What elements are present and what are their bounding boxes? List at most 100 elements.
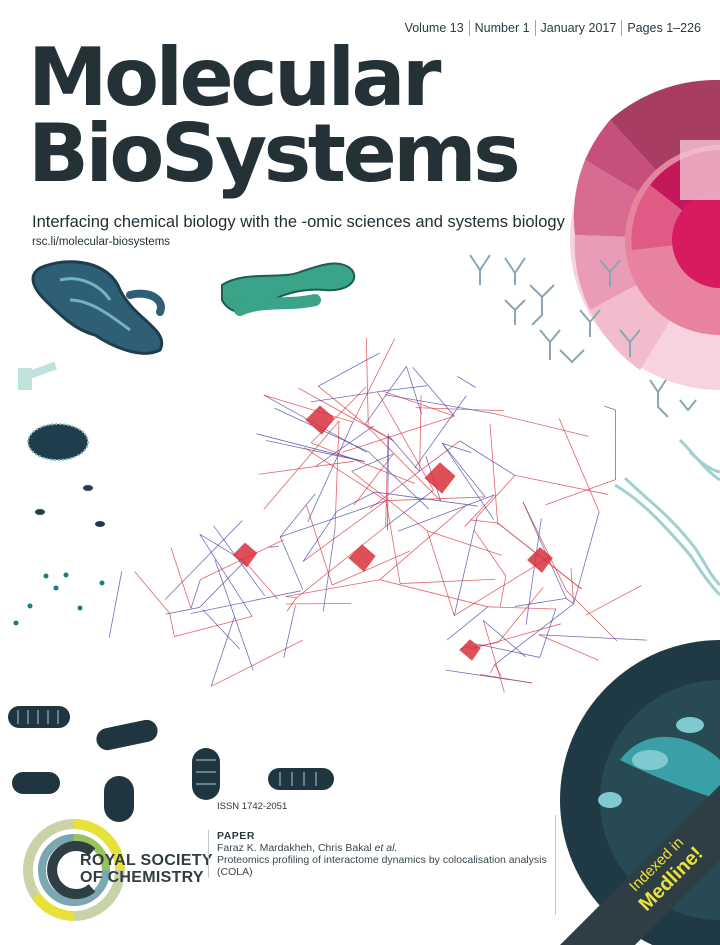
network-hub xyxy=(527,547,553,573)
network-edge xyxy=(604,405,616,411)
cytoskeleton-filaments xyxy=(469,254,697,418)
journal-tagline: Interfacing chemical biology with the -o… xyxy=(32,213,565,231)
network-edge xyxy=(379,505,466,581)
issue-number: Number 1 xyxy=(468,20,535,36)
network-edge xyxy=(387,435,389,531)
network-edge xyxy=(318,352,380,387)
network-edge xyxy=(545,479,616,506)
network-edge xyxy=(539,608,557,658)
network-edge xyxy=(108,571,123,638)
network-edge xyxy=(169,613,175,637)
network-edge xyxy=(538,634,600,661)
network-edge xyxy=(385,489,434,527)
network-edge xyxy=(406,366,423,415)
network-edge xyxy=(384,394,496,415)
network-hub xyxy=(424,462,456,494)
network-hub xyxy=(305,405,335,435)
network-edge xyxy=(427,530,502,556)
featured-paper: PAPER Faraz K. Mardakheh, Chris Bakal et… xyxy=(208,830,561,878)
network-edge xyxy=(475,643,541,658)
network-edge xyxy=(210,639,304,687)
network-edge xyxy=(489,423,499,525)
network-edge xyxy=(538,634,647,641)
network-edge xyxy=(365,366,407,425)
journal-title-line1: Molecular xyxy=(28,31,441,124)
network-edge xyxy=(285,602,352,605)
network-edge xyxy=(214,559,254,671)
network-edge xyxy=(441,442,495,520)
network-edge xyxy=(170,547,192,609)
network-edge xyxy=(487,606,556,610)
issn: ISSN 1742-2051 xyxy=(217,801,288,812)
network-edge xyxy=(494,603,574,665)
publisher-name: ROYAL SOCIETY OF CHEMISTRY xyxy=(80,852,213,886)
network-edge xyxy=(385,433,389,527)
network-edge xyxy=(419,394,422,472)
magenta-fan-graphic xyxy=(570,79,720,390)
network-edge xyxy=(244,561,278,600)
paper-label: PAPER xyxy=(217,830,255,842)
mitochondria-group xyxy=(8,706,334,822)
network-edge xyxy=(307,421,354,523)
paper-authors-etal: et al. xyxy=(374,842,398,854)
network-edge xyxy=(336,491,376,512)
network-edge xyxy=(302,500,387,562)
network-edge xyxy=(285,579,380,597)
network-edge xyxy=(377,391,434,491)
network-edge xyxy=(310,386,367,444)
network-edge xyxy=(558,418,600,512)
network-edge xyxy=(306,505,333,586)
network-edge xyxy=(414,395,467,469)
paper-authors-names: Faraz K. Mardakheh, Chris Bakal xyxy=(217,842,375,854)
mitochondria-cristae xyxy=(17,710,317,786)
network-edge xyxy=(480,673,533,684)
network-edge xyxy=(379,579,488,608)
network-edge xyxy=(353,453,394,506)
network-edge xyxy=(190,579,201,609)
organelle-small-shapes xyxy=(13,361,105,626)
network-edge xyxy=(202,609,240,650)
network-edge xyxy=(457,376,476,388)
network-edge xyxy=(351,453,394,472)
network-edge xyxy=(334,420,340,530)
network-edge xyxy=(341,415,455,453)
network-edge xyxy=(268,546,279,548)
network-hub xyxy=(232,542,258,568)
issue-pages: Pages 1–226 xyxy=(621,20,706,36)
network-edge xyxy=(446,606,489,641)
network-edge xyxy=(454,557,549,616)
network-edge xyxy=(296,526,386,599)
journal-title: Molecular BioSystems xyxy=(28,31,521,200)
network-edge xyxy=(210,616,235,687)
issue-volume: Volume 13 xyxy=(404,21,464,35)
network-edge xyxy=(285,596,297,599)
journal-title-line2: BioSystems xyxy=(28,107,521,200)
network-edge xyxy=(322,529,336,612)
network-edge xyxy=(280,500,387,538)
issue-info-bar: Volume 13 Number 1 January 2017 Pages 1–… xyxy=(400,20,706,36)
network-edge xyxy=(464,494,495,527)
network-edge xyxy=(497,587,544,643)
publisher-name-line1: ROYAL SOCIETY xyxy=(80,852,213,869)
network-edge xyxy=(469,623,561,650)
interactome-network xyxy=(108,338,647,693)
network-edge xyxy=(352,338,396,423)
paper-authors: Faraz K. Mardakheh, Chris Bakal et al. xyxy=(217,842,561,854)
network-hub xyxy=(459,639,481,661)
journal-url: rsc.li/molecular-biosystems xyxy=(32,236,171,248)
network-edge xyxy=(279,536,304,590)
network-edge xyxy=(213,525,266,597)
network-edge xyxy=(522,501,567,591)
network-edge xyxy=(351,471,428,532)
network-edge xyxy=(190,590,301,614)
network-edge xyxy=(565,589,618,642)
network-edge xyxy=(494,664,502,677)
network-edge xyxy=(386,496,486,502)
network-edge xyxy=(302,510,338,562)
network-edge xyxy=(426,530,455,616)
network-edge xyxy=(397,494,495,532)
network-edge xyxy=(364,423,442,502)
network-edge xyxy=(164,520,243,600)
paper-divider xyxy=(555,815,556,915)
